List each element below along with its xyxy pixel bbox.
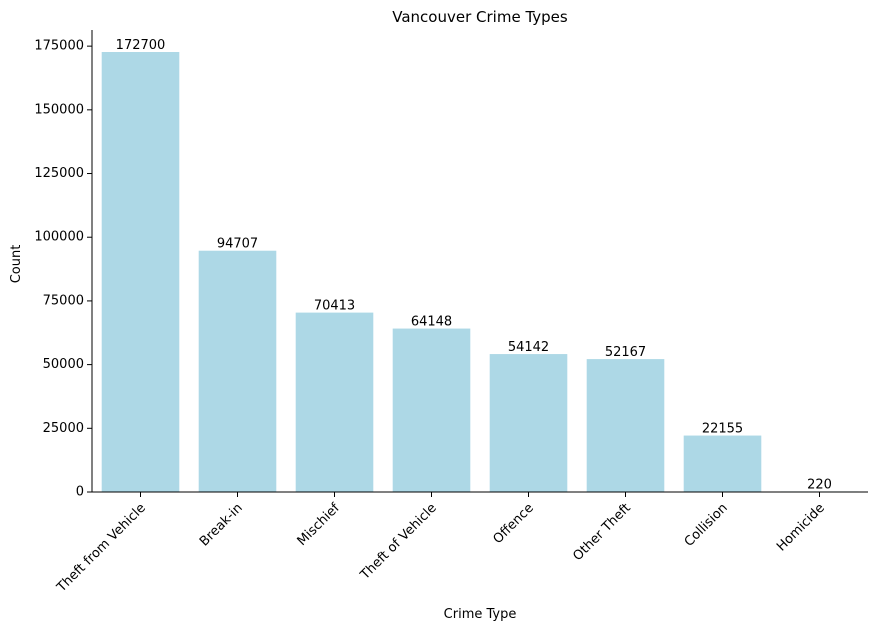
- bar-offence: [489, 354, 568, 492]
- value-label-collision: 22155: [702, 422, 743, 437]
- value-label-homicide: 220: [807, 477, 832, 492]
- value-label-break-in: 94707: [217, 237, 258, 252]
- value-label-offence: 54142: [508, 340, 549, 355]
- y-tick-label-75000: 75000: [43, 293, 84, 308]
- y-tick-label-50000: 50000: [43, 357, 84, 372]
- x-axis-label: Crime Type: [444, 607, 517, 622]
- x-tick-label-theft-from-vehicle: Theft from Vehicle: [54, 501, 149, 596]
- y-tick-label-125000: 125000: [34, 166, 84, 181]
- x-tick-label-offence: Offence: [490, 501, 536, 547]
- x-tick-label-break-in: Break-in: [197, 501, 246, 550]
- value-label-mischief: 70413: [314, 299, 355, 314]
- y-tick-label-150000: 150000: [34, 102, 84, 117]
- bar-break-in: [198, 250, 277, 492]
- value-labels-group: 172700 94707 70413 64148 54142 52167 22155 220: [116, 38, 832, 492]
- y-tick-label-25000: 25000: [43, 421, 84, 436]
- x-tick-label-other-theft: Other Theft: [570, 501, 633, 564]
- bar-theft-of-vehicle: [392, 328, 471, 492]
- x-axis: Theft from Vehicle Break-in Mischief Theft …: [54, 491, 868, 596]
- value-label-theft-from-vehicle: 172700: [116, 38, 166, 53]
- bar-collision: [683, 435, 762, 492]
- x-tick-label-theft-of-vehicle: Theft of Vehicle: [357, 501, 440, 584]
- bars-group: [101, 52, 859, 492]
- value-label-theft-of-vehicle: 64148: [411, 315, 452, 330]
- y-axis: 0 25000 50000 75000 100000 125000 150000 175000: [34, 30, 93, 500]
- y-tick-label-0: 0: [76, 485, 84, 500]
- x-tick-label-collision: Collision: [682, 501, 731, 550]
- x-tick-label-homicide: Homicide: [774, 501, 828, 555]
- chart-title: Vancouver Crime Types: [392, 8, 568, 26]
- y-tick-label-100000: 100000: [34, 230, 84, 245]
- bar-other-theft: [586, 359, 665, 492]
- bar-theft-from-vehicle: [101, 52, 180, 492]
- value-label-other-theft: 52167: [605, 345, 646, 360]
- y-axis-label: Count: [9, 245, 24, 284]
- x-tick-label-mischief: Mischief: [295, 500, 344, 549]
- bar-mischief: [295, 312, 374, 492]
- y-tick-label-175000: 175000: [34, 39, 84, 54]
